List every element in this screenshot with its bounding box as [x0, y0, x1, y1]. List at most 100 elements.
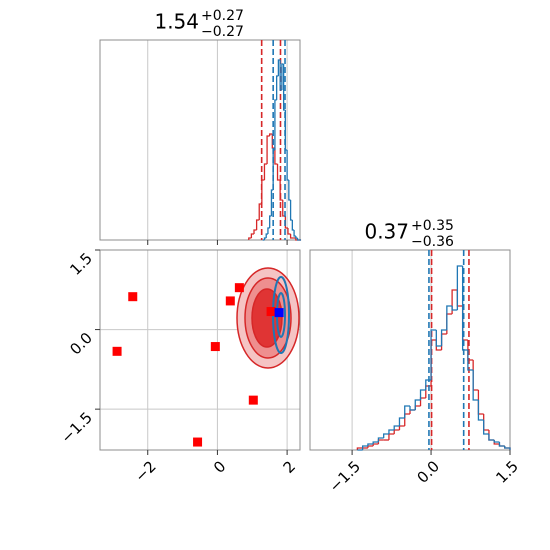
- histogram-step: [248, 237, 252, 240]
- x-tick-label: 2: [280, 457, 299, 476]
- histogram-step: [289, 234, 294, 239]
- scatter-point: [266, 307, 276, 317]
- y-tick-label: 0.0: [66, 329, 96, 359]
- title-lower-error: −0.36: [411, 234, 454, 250]
- x-tick-label: 1.5: [492, 457, 522, 487]
- histogram-step: [288, 180, 291, 201]
- scatter-point: [128, 292, 138, 302]
- density-contours: [236, 267, 300, 369]
- histogram-step: [274, 99, 277, 150]
- histogram-step: [419, 389, 426, 400]
- histogram-step: [253, 229, 257, 234]
- histogram-step: [483, 414, 489, 431]
- histogram-step: [488, 434, 495, 441]
- scatter-point: [248, 395, 258, 405]
- histogram-step: [295, 236, 298, 239]
- histogram-step: [377, 439, 384, 444]
- histogram-step: [293, 230, 296, 237]
- histogram-step: [388, 429, 395, 434]
- histogram-step: [267, 227, 270, 234]
- histogram-step: [504, 446, 511, 450]
- histogram-step: [446, 305, 453, 330]
- histogram-step: [393, 425, 400, 430]
- histogram-step: [456, 265, 463, 310]
- histogram-step: [467, 350, 474, 371]
- histogram-step: [461, 266, 468, 351]
- histogram-step: [483, 420, 489, 435]
- histogram-step: [472, 370, 479, 401]
- histogram-step: [440, 329, 447, 346]
- plot-frame: [99, 39, 301, 241]
- histogram-step: [435, 340, 442, 351]
- scatter-point: [193, 437, 203, 447]
- title-upper-error: +0.27: [201, 8, 244, 24]
- histogram-step: [440, 333, 447, 350]
- histogram-step: [456, 290, 463, 307]
- histogram-step: [414, 399, 421, 410]
- histogram-step: [388, 433, 395, 440]
- histogram-step: [356, 447, 363, 450]
- histogram-step: [271, 134, 275, 149]
- x-tick-label: −2: [131, 457, 159, 485]
- x-tick-label: 0: [210, 457, 229, 476]
- histogram-step: [289, 200, 293, 221]
- scatter-point: [210, 342, 220, 352]
- histogram-step: [398, 417, 405, 426]
- histogram-step: [498, 442, 505, 447]
- histogram-step: [361, 445, 368, 450]
- histogram-step: [372, 443, 379, 446]
- scatter-point: [225, 296, 235, 306]
- plot-frame: [309, 249, 511, 451]
- histogram-step: [276, 75, 279, 100]
- y-tick-label: 1.5: [66, 249, 96, 279]
- histogram-step: [250, 233, 255, 238]
- histogram-step: [477, 390, 484, 415]
- histogram-step: [409, 406, 416, 411]
- scatter-point: [234, 283, 244, 293]
- scatter-point: [274, 308, 284, 318]
- histogram-step: [493, 440, 500, 443]
- histogram-step: [372, 441, 379, 444]
- x-tick-label: −1.5: [326, 457, 364, 495]
- histogram-step: [477, 400, 484, 421]
- title-upper-error: +0.35: [411, 218, 454, 234]
- histogram-step: [472, 360, 479, 391]
- histogram-step: [488, 430, 495, 441]
- histogram-step: [446, 313, 453, 334]
- title-lower-error: −0.27: [201, 24, 244, 40]
- histogram-step: [414, 405, 421, 410]
- y-tick-label: −1.5: [58, 408, 96, 446]
- histogram-step: [286, 150, 289, 181]
- histogram-step: [383, 433, 389, 438]
- histogram-step: [398, 425, 405, 430]
- histogram-step: [255, 219, 260, 230]
- x-tick-label: 0.0: [413, 457, 443, 487]
- histogram-step: [451, 306, 458, 311]
- scatter-point: [112, 346, 122, 356]
- histogram-step: [404, 405, 410, 418]
- histogram-step: [265, 233, 268, 238]
- histogram-step: [296, 238, 300, 241]
- histogram-step: [269, 133, 273, 136]
- histogram-step: [266, 135, 270, 164]
- histogram-step: [269, 215, 272, 228]
- histogram-step: [377, 437, 384, 442]
- histogram-step: [287, 228, 291, 235]
- histogram-step: [367, 443, 374, 446]
- histogram-step: [274, 148, 278, 165]
- histogram-step: [367, 445, 374, 448]
- histogram-step: [404, 413, 410, 426]
- histogram-step: [261, 179, 265, 204]
- plot-frame: [99, 249, 301, 451]
- panel-title: 0.37: [364, 220, 409, 244]
- histogram-step: [393, 429, 400, 434]
- histogram-step: [419, 397, 426, 406]
- histogram-step: [435, 330, 442, 347]
- histogram-step: [263, 163, 268, 180]
- histogram-step: [276, 164, 281, 181]
- histogram-step: [291, 220, 295, 231]
- panel-title: 1.54: [154, 10, 199, 34]
- histogram-step: [430, 329, 437, 380]
